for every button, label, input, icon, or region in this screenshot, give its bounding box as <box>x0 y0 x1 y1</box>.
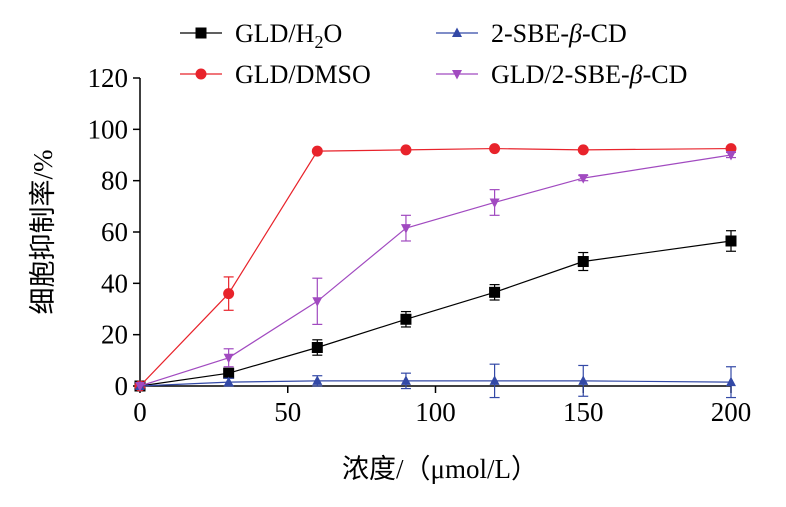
data-point <box>311 342 323 353</box>
data-point <box>489 198 500 208</box>
data-point <box>311 145 323 157</box>
legend-label: GLD/H2O <box>235 19 342 52</box>
y-ticks: 0 20 40 60 80 100 120 <box>88 63 140 401</box>
data-point <box>400 313 412 325</box>
x-axis-title: 浓度/（μmol/L） <box>342 454 538 484</box>
data-point <box>577 144 589 156</box>
legend-marker <box>195 68 207 80</box>
series-layer <box>134 143 737 399</box>
y-tick-label: 80 <box>101 166 128 196</box>
legend-item-4: GLD/2-SBE-β-CD <box>436 60 687 89</box>
data-point <box>400 375 411 385</box>
x-tick-label: 200 <box>711 397 752 427</box>
legend-item-3: 2-SBE-β-CD <box>436 19 627 48</box>
legend-marker <box>452 27 462 37</box>
data-point <box>489 143 501 155</box>
data-point <box>223 353 234 364</box>
data-point <box>135 382 145 392</box>
x-tick-label: 100 <box>415 397 456 427</box>
legend-label: GLD/DMSO <box>235 60 371 89</box>
y-tick-label: 120 <box>88 63 129 93</box>
data-point <box>726 151 736 161</box>
data-point <box>725 235 737 247</box>
y-tick-label: 20 <box>101 320 128 350</box>
legend: GLD/H2O GLD/DMSO 2-SBE-β-CD GLD/2-SBE-β-CD <box>180 19 687 89</box>
data-point <box>578 375 589 385</box>
x-tick-label: 150 <box>563 397 604 427</box>
y-axis-title: 细胞抑制率/% <box>28 150 58 315</box>
data-point <box>726 376 736 387</box>
legend-marker <box>195 27 207 39</box>
data-point <box>578 174 589 184</box>
data-point <box>400 224 411 234</box>
data-point <box>489 375 500 385</box>
legend-item-2: GLD/DMSO <box>180 60 371 89</box>
legend-marker <box>452 70 462 80</box>
data-point <box>223 367 235 379</box>
x-tick-label: 50 <box>274 397 301 427</box>
series-1 <box>134 230 737 392</box>
data-point <box>312 375 323 385</box>
data-point <box>400 144 412 156</box>
y-tick-label: 0 <box>115 371 129 401</box>
axes <box>139 78 731 387</box>
data-point <box>577 256 589 268</box>
series-3 <box>135 363 736 399</box>
y-tick-label: 60 <box>101 217 128 247</box>
data-point <box>489 286 501 298</box>
data-point <box>223 288 235 300</box>
legend-item-1: GLD/H2O <box>180 19 342 52</box>
data-point <box>223 376 234 387</box>
y-tick-label: 40 <box>101 268 128 298</box>
legend-label: 2-SBE-β-CD <box>491 19 627 48</box>
x-tick-label: 0 <box>133 397 147 427</box>
x-ticks: 0 50 100 150 200 <box>133 386 751 427</box>
series-4 <box>135 151 736 392</box>
y-tick-label: 100 <box>88 114 129 144</box>
legend-label: GLD/2-SBE-β-CD <box>491 60 687 89</box>
data-point <box>312 297 323 307</box>
